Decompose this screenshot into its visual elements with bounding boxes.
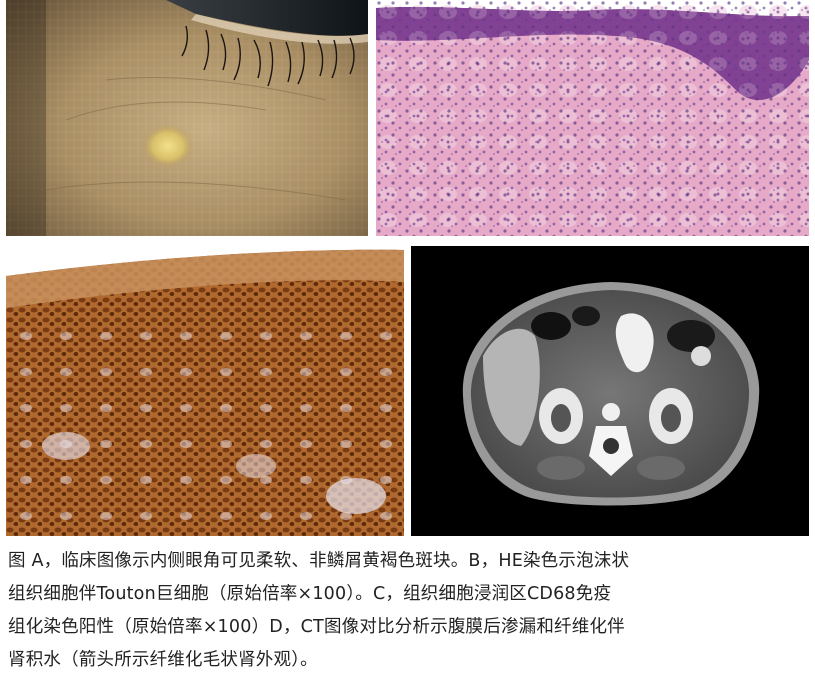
caption-line-2: 组织细胞伴Touton巨细胞（原始倍率×100）。C，组织细胞浸润区CD68免疫 [8, 584, 612, 604]
figure-caption: 图 A，临床图像示内侧眼角可见柔软、非鳞屑黄褐色斑块。B，HE染色示泡沫状 组织… [8, 545, 808, 677]
caption-line-1: 图 A，临床图像示内侧眼角可见柔软、非鳞屑黄褐色斑块。B，HE染色示泡沫状 [8, 551, 630, 571]
panel-d-ct-scan [411, 246, 809, 536]
panel-c-cd68-stain [6, 246, 404, 536]
panel-a-clinical-photo [6, 0, 368, 236]
caption-line-3: 组化染色阳性（原始倍率×100）D，CT图像对比分析示腹膜后渗漏和纤维化伴 [8, 617, 625, 637]
panel-b-he-stain [376, 0, 809, 236]
caption-line-4: 肾积水（箭头所示纤维化毛状肾外观）。 [8, 650, 318, 670]
